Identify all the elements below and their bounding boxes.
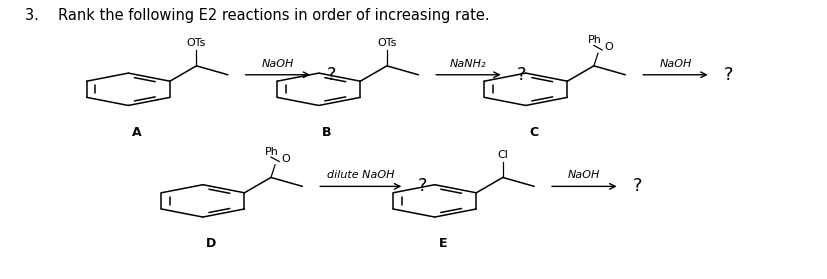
- Text: ?: ?: [632, 177, 642, 195]
- Text: Ph: Ph: [587, 35, 601, 45]
- Text: ?: ?: [417, 177, 427, 195]
- Text: NaOH: NaOH: [567, 170, 600, 180]
- Text: O: O: [604, 42, 613, 52]
- Text: C: C: [528, 126, 538, 139]
- Text: Cl: Cl: [497, 150, 508, 160]
- Text: D: D: [206, 237, 216, 250]
- Text: ?: ?: [516, 66, 526, 84]
- Text: OTs: OTs: [187, 38, 206, 48]
- Text: ?: ?: [723, 66, 733, 84]
- Text: B: B: [322, 126, 332, 139]
- Text: NaOH: NaOH: [261, 59, 294, 69]
- Text: OTs: OTs: [377, 38, 396, 48]
- Text: Ph: Ph: [265, 147, 279, 157]
- Text: E: E: [438, 237, 447, 250]
- Text: 3.  Rank the following E2 reactions in order of increasing rate.: 3. Rank the following E2 reactions in or…: [25, 8, 489, 23]
- Text: NaNH₂: NaNH₂: [450, 59, 486, 69]
- Text: O: O: [281, 154, 290, 164]
- Text: A: A: [131, 126, 141, 139]
- Text: NaOH: NaOH: [658, 59, 691, 69]
- Text: dilute NaOH: dilute NaOH: [327, 170, 394, 180]
- Text: ?: ?: [326, 66, 336, 84]
